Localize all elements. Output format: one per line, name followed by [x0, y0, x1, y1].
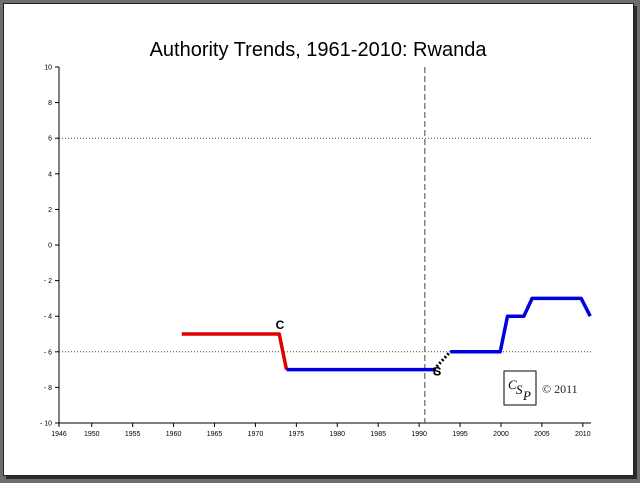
y-tick-label: - 10 [40, 421, 52, 428]
x-tick-label: 1960 [166, 431, 182, 438]
y-tick-label: 6 [48, 136, 52, 143]
chart-title: Authority Trends, 1961-2010: Rwanda [150, 39, 488, 61]
copyright-text: © 2011 [542, 382, 578, 396]
chart-panel: Authority Trends, 1961-2010: Rwanda 10 8 6… [3, 3, 634, 476]
x-tick-label: 1965 [207, 431, 223, 438]
annotation-label: S [433, 364, 441, 378]
x-tick-label: 1975 [289, 431, 305, 438]
series-segment-black [432, 350, 452, 371]
annotation-label: C [433, 364, 442, 378]
y-tick-label: 4 [48, 171, 52, 178]
reference-lines [59, 67, 591, 423]
svg-text:P: P [522, 388, 531, 403]
annotation-label: C [276, 318, 285, 332]
svg-text:C: C [508, 377, 517, 392]
csp-logo: C S P [503, 370, 537, 406]
axes: 10 8 6 4 2 0 - 2 - 4 - 6 - 8 - 10 1946 1950 1955 1960 1… [40, 65, 591, 438]
y-tick-label: - 6 [44, 349, 52, 356]
x-tick-label: 1946 [51, 431, 67, 438]
x-tick-label: 1985 [370, 431, 386, 438]
x-tick-label: 2005 [534, 431, 550, 438]
x-tick-label: 1980 [329, 431, 345, 438]
y-tick-label: 8 [48, 100, 52, 107]
y-tick-label: - 8 [44, 385, 52, 392]
y-tick-label: 10 [44, 65, 52, 72]
y-tick-label: - 2 [44, 278, 52, 285]
authority-trends-chart: Authority Trends, 1961-2010: Rwanda 10 8 6… [40, 39, 592, 438]
y-tick-label: 2 [48, 207, 52, 214]
x-tick-label: 2010 [575, 431, 591, 438]
annotations: CCS [276, 318, 442, 378]
x-tick-label: 1955 [125, 431, 141, 438]
series-segment-blue [450, 296, 592, 354]
y-tick-label: - 4 [44, 314, 52, 321]
y-tick-label: 0 [48, 243, 52, 250]
x-tick-label: 1950 [84, 431, 100, 438]
series-lines [181, 296, 592, 372]
x-tick-label: 1995 [452, 431, 468, 438]
series-segment-red [181, 332, 289, 370]
x-tick-label: 2000 [493, 431, 509, 438]
svg-text:S: S [516, 382, 523, 397]
x-tick-label: 1970 [248, 431, 264, 438]
x-tick-label: 1990 [411, 431, 427, 438]
